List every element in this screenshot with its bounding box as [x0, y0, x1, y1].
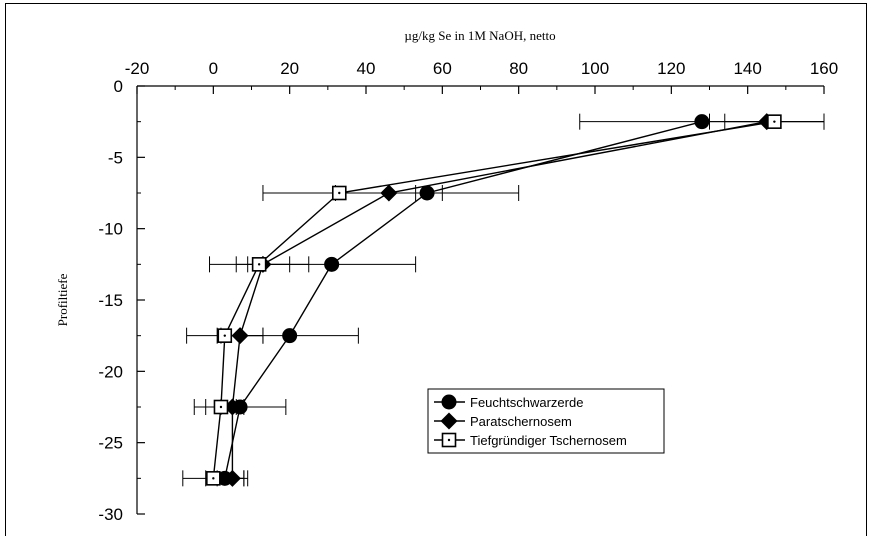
x-tick-label: 20 — [280, 59, 299, 78]
x-tick-label: 80 — [509, 59, 528, 78]
y-tick-label: -5 — [108, 148, 123, 167]
x-tick-label: 100 — [581, 59, 609, 78]
square-marker-dot — [257, 263, 261, 266]
y-tick-label: 0 — [114, 77, 123, 96]
y-tick-label: -30 — [98, 505, 123, 524]
legend-marker — [441, 394, 457, 410]
data-point — [419, 185, 435, 201]
legend: Feuchtschwarzerde Paratschernosem Tiefgrün… — [427, 388, 665, 454]
series-line — [224, 120, 703, 479]
plot-area — [182, 113, 825, 487]
y-tick-label: -25 — [98, 434, 123, 453]
square-marker-dot — [223, 334, 226, 337]
x-tick-label: 60 — [433, 59, 452, 78]
data-point — [282, 328, 298, 344]
data-point — [251, 257, 267, 272]
data-point — [231, 327, 249, 345]
x-tick-label: 140 — [733, 59, 761, 78]
series-line — [212, 120, 775, 479]
data-point — [324, 256, 340, 272]
data-point — [206, 471, 221, 486]
square-marker-dot — [338, 191, 341, 195]
legend-box — [427, 388, 665, 454]
data-point — [767, 114, 782, 129]
y-tick-label: -15 — [98, 291, 123, 310]
x-tick-label: 0 — [209, 59, 218, 78]
data-point — [331, 185, 347, 201]
x-tick-label: -20 — [125, 59, 150, 78]
data-point — [213, 399, 229, 415]
x-axis-title: µg/kg Se in 1M NaOH, netto — [404, 28, 555, 43]
data-point — [217, 328, 233, 343]
y-axis-title: Profiltiefe — [55, 273, 70, 326]
data-point — [694, 114, 710, 130]
data-point — [380, 184, 398, 202]
y-tick-label: -20 — [98, 362, 123, 381]
square-marker-dot — [447, 438, 451, 442]
series-line — [231, 120, 767, 479]
square-marker-dot — [773, 120, 776, 123]
y-tick-label: -10 — [98, 220, 123, 239]
chart-frame — [5, 3, 867, 536]
data-point — [223, 469, 241, 487]
legend-marker — [441, 432, 457, 448]
axes: -20 0 20 40 60 80 100 120 140 1600-5-10-15-20-25-… — [98, 59, 838, 524]
x-tick-label: 40 — [357, 59, 376, 78]
legend-label: Feuchtschwarzerde — [470, 395, 583, 410]
square-marker-dot — [212, 477, 215, 480]
legend-label: Tiefgründiger Tschernosem — [470, 433, 627, 448]
legend-marker — [440, 412, 458, 430]
legend-label: Paratschernosem — [470, 414, 572, 429]
x-tick-label: 120 — [657, 59, 685, 78]
x-tick-label: 160 — [810, 59, 838, 78]
square-marker-dot — [219, 405, 223, 409]
